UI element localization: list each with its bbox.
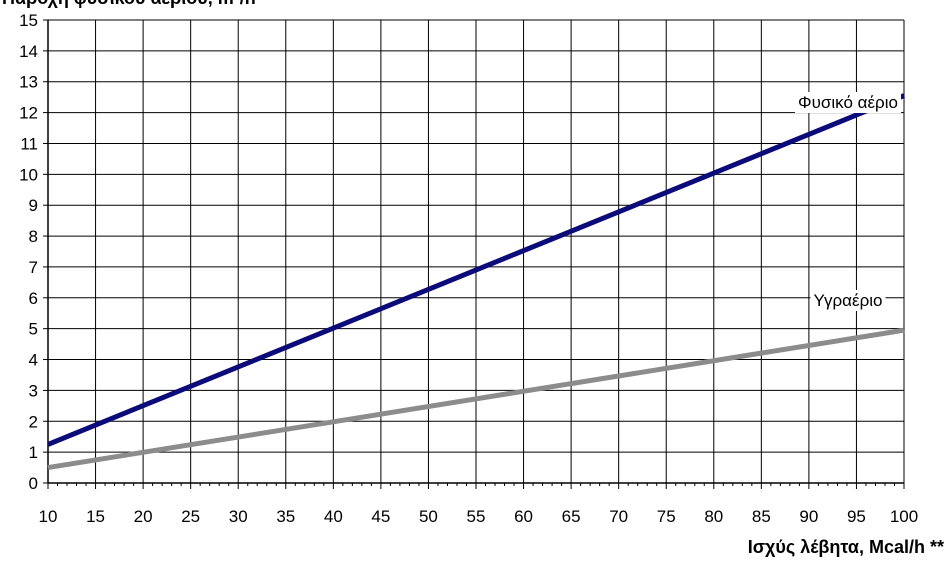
x-tick-label: 45 bbox=[371, 507, 390, 526]
y-tick-label: 2 bbox=[29, 412, 38, 431]
series-label-bg bbox=[795, 92, 901, 113]
x-tick-label: 65 bbox=[562, 507, 581, 526]
y-tick-label: 15 bbox=[19, 11, 38, 30]
x-tick-label: 55 bbox=[467, 507, 486, 526]
x-tick-label: 20 bbox=[134, 507, 153, 526]
y-tick-label: 12 bbox=[19, 104, 38, 123]
y-tick-label: 10 bbox=[19, 165, 38, 184]
y-tick-label: 7 bbox=[29, 258, 38, 277]
x-tick-label: 15 bbox=[86, 507, 105, 526]
x-tick-label: 85 bbox=[752, 507, 771, 526]
series-label-natural-gas: Φυσικό αέριο bbox=[798, 93, 898, 112]
series-label-lpg: Υγραέριο bbox=[813, 291, 882, 310]
y-axis-label: Παροχή φυσικού αερίου, m³/h bbox=[2, 0, 256, 8]
x-tick-label: 70 bbox=[609, 507, 628, 526]
x-tick-label: 35 bbox=[276, 507, 295, 526]
y-tick-label: 1 bbox=[29, 443, 38, 462]
y-tick-label: 14 bbox=[19, 42, 38, 61]
series-label-group: Φυσικό αέριο bbox=[795, 92, 901, 113]
series-label-group: Υγραέριο bbox=[810, 290, 886, 311]
y-tick-label: 8 bbox=[29, 227, 38, 246]
x-tick-labels: 10 15 20 25 30 35 40 45 50 55 60 65 70 75 80 85 90 95 100 bbox=[39, 507, 919, 526]
x-tick-label: 80 bbox=[704, 507, 723, 526]
x-tick-label: 10 bbox=[39, 507, 58, 526]
grid bbox=[47, 19, 905, 484]
x-tick-label: 40 bbox=[324, 507, 343, 526]
x-axis-label: Ισχύς λέβητα, Mcal/h ** bbox=[748, 537, 944, 557]
x-tick-label: 75 bbox=[657, 507, 676, 526]
y-tick-label: 9 bbox=[29, 196, 38, 215]
y-tick-label: 5 bbox=[29, 320, 38, 339]
y-tick-label: 3 bbox=[29, 381, 38, 400]
x-tick-label: 90 bbox=[799, 507, 818, 526]
y-tick-label: 11 bbox=[20, 134, 38, 153]
axes bbox=[43, 19, 905, 489]
y-tick-label: 0 bbox=[29, 474, 38, 493]
x-tick-label: 50 bbox=[419, 507, 438, 526]
y-tick-label: 6 bbox=[29, 289, 38, 308]
series-labels: Φυσικό αέριο Υγραέριο bbox=[795, 92, 901, 311]
x-tick-label: 95 bbox=[847, 507, 866, 526]
x-tick-label: 100 bbox=[890, 507, 918, 526]
series-lines bbox=[47, 93, 905, 471]
x-tick-label: 30 bbox=[229, 507, 248, 526]
x-tick-label: 25 bbox=[181, 507, 200, 526]
series-label-bg bbox=[810, 290, 886, 311]
series-line-natural-gas bbox=[47, 93, 905, 447]
y-tick-label: 13 bbox=[19, 73, 38, 92]
y-tick-label: 4 bbox=[29, 351, 38, 370]
series-line-lpg bbox=[47, 327, 905, 471]
x-tick-label: 60 bbox=[514, 507, 533, 526]
